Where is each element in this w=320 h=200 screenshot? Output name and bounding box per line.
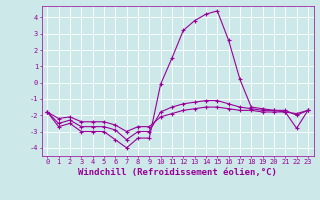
X-axis label: Windchill (Refroidissement éolien,°C): Windchill (Refroidissement éolien,°C) [78, 168, 277, 177]
